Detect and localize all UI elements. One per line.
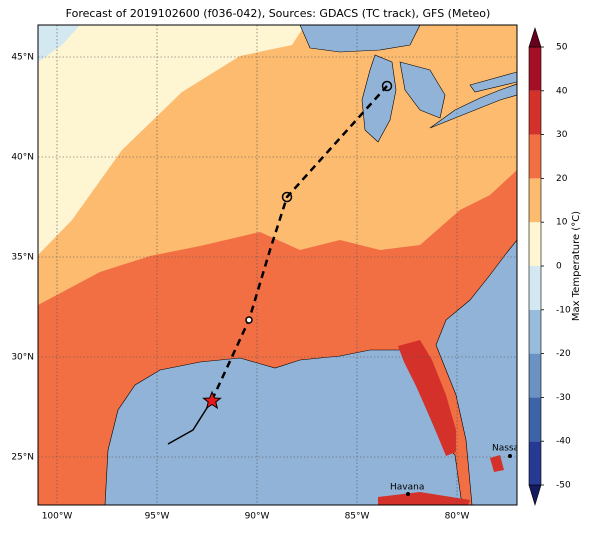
colorbar-tick-label: 40 bbox=[556, 86, 568, 96]
colorbar-segment bbox=[529, 397, 541, 442]
track-past bbox=[167, 399, 213, 445]
lake-superior bbox=[299, 25, 421, 53]
lat-tick-label: 35°N bbox=[11, 253, 34, 263]
lake-erie bbox=[429, 83, 517, 129]
lon-tick-label: 95°W bbox=[145, 512, 170, 522]
place-label: Havana bbox=[390, 483, 424, 493]
colorbar-segment bbox=[529, 178, 541, 223]
colorbar-tick-label: 0 bbox=[556, 262, 562, 272]
colorbar-extend-high bbox=[528, 27, 542, 48]
colorbar-segment bbox=[529, 266, 541, 310]
lon-tick-label: 85°W bbox=[345, 512, 370, 522]
colorbar-tick-label: 20 bbox=[556, 174, 568, 184]
storm-position bbox=[202, 390, 222, 410]
lat-tick-label: 40°N bbox=[11, 153, 34, 163]
map-frame bbox=[37, 24, 518, 506]
lake-michigan bbox=[361, 54, 397, 143]
map-title: Forecast of 2019102600 (f036-042), Sourc… bbox=[66, 7, 491, 20]
colorbar-tick-label: -40 bbox=[556, 437, 571, 447]
lake-huron bbox=[399, 61, 446, 119]
florida bbox=[398, 340, 456, 456]
place-label: Nassau bbox=[492, 444, 525, 454]
map: Havana Nassau bbox=[38, 25, 525, 505]
lat-tick-label: 30°N bbox=[11, 353, 34, 363]
bahamas bbox=[490, 455, 504, 472]
colorbar-tick-label: -30 bbox=[556, 393, 571, 403]
lon-tick-label: 80°W bbox=[445, 512, 470, 522]
colorbar-tick-label: 10 bbox=[556, 218, 568, 228]
region-mild bbox=[38, 25, 305, 255]
colorbar-segment bbox=[529, 222, 541, 266]
colorbar-tick-label: 30 bbox=[556, 130, 568, 140]
lat-tick-label: 45°N bbox=[11, 53, 34, 63]
track-point bbox=[281, 191, 293, 203]
place-dot bbox=[508, 454, 512, 458]
colorbar-tick-label: -20 bbox=[556, 349, 571, 359]
colorbar-tick-label: -10 bbox=[556, 305, 571, 315]
colorbar-segment bbox=[529, 353, 541, 398]
track-point bbox=[381, 80, 393, 92]
track-forecast bbox=[210, 85, 388, 401]
colorbar-segment bbox=[529, 47, 541, 91]
colorbar-segment bbox=[529, 90, 541, 135]
colorbar-tick-label: -50 bbox=[556, 481, 571, 491]
place-dot bbox=[406, 492, 410, 496]
colorbar-segment bbox=[529, 134, 541, 179]
lon-tick-label: 90°W bbox=[245, 512, 270, 522]
colorbar-segment bbox=[529, 441, 541, 485]
lat-tick-label: 25°N bbox=[11, 453, 34, 463]
colorbar-tick-label: 50 bbox=[556, 43, 568, 53]
region-cool bbox=[38, 25, 80, 62]
cuba bbox=[378, 492, 470, 505]
colorbar-label: Max Temperature (°C) bbox=[571, 211, 582, 321]
colorbar-extend-low bbox=[528, 484, 542, 507]
atlantic bbox=[435, 239, 517, 505]
track-point bbox=[245, 316, 253, 324]
lon-tick-label: 100°W bbox=[42, 512, 73, 522]
colorbar-segment bbox=[529, 309, 541, 354]
lake-ontario bbox=[469, 71, 517, 93]
